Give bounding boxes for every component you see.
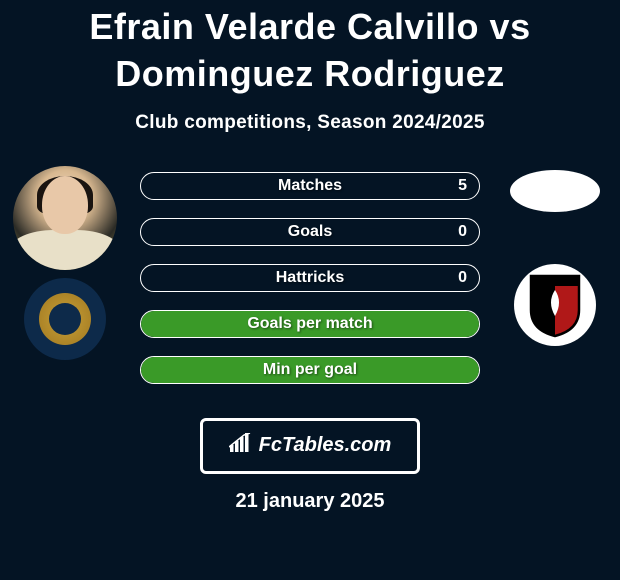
stat-label: Matches <box>278 177 342 195</box>
stat-right-value: 0 <box>458 223 467 241</box>
stat-label: Goals <box>288 223 332 241</box>
stat-bars: Matches 5 Goals 0 Hattricks 0 Goals per … <box>140 172 480 384</box>
stat-label: Hattricks <box>276 269 344 287</box>
stat-row-goals-per-match: Goals per match <box>140 310 480 338</box>
subtitle: Club competitions, Season 2024/2025 <box>0 112 620 134</box>
branding-badge: FcTables.com <box>200 418 420 474</box>
date-text: 21 january 2025 <box>0 490 620 513</box>
right-player-column <box>490 166 620 346</box>
stat-right-value: 5 <box>458 177 467 195</box>
stat-row-goals: Goals 0 <box>140 218 480 246</box>
stat-row-matches: Matches 5 <box>140 172 480 200</box>
left-player-column <box>0 166 130 360</box>
stat-label: Min per goal <box>263 361 357 379</box>
stat-row-hattricks: Hattricks 0 <box>140 264 480 292</box>
left-player-photo <box>13 166 117 270</box>
left-club-logo <box>24 278 106 360</box>
right-club-logo <box>514 264 596 346</box>
stat-right-value: 0 <box>458 269 467 287</box>
stat-label: Goals per match <box>247 315 372 333</box>
stat-row-min-per-goal: Min per goal <box>140 356 480 384</box>
comparison-panel: Matches 5 Goals 0 Hattricks 0 Goals per … <box>0 166 620 406</box>
page-title: Efrain Velarde Calvillo vs Dominguez Rod… <box>0 0 620 98</box>
chart-icon <box>229 433 253 458</box>
right-player-photo <box>510 170 600 212</box>
branding-text: FcTables.com <box>259 434 392 457</box>
